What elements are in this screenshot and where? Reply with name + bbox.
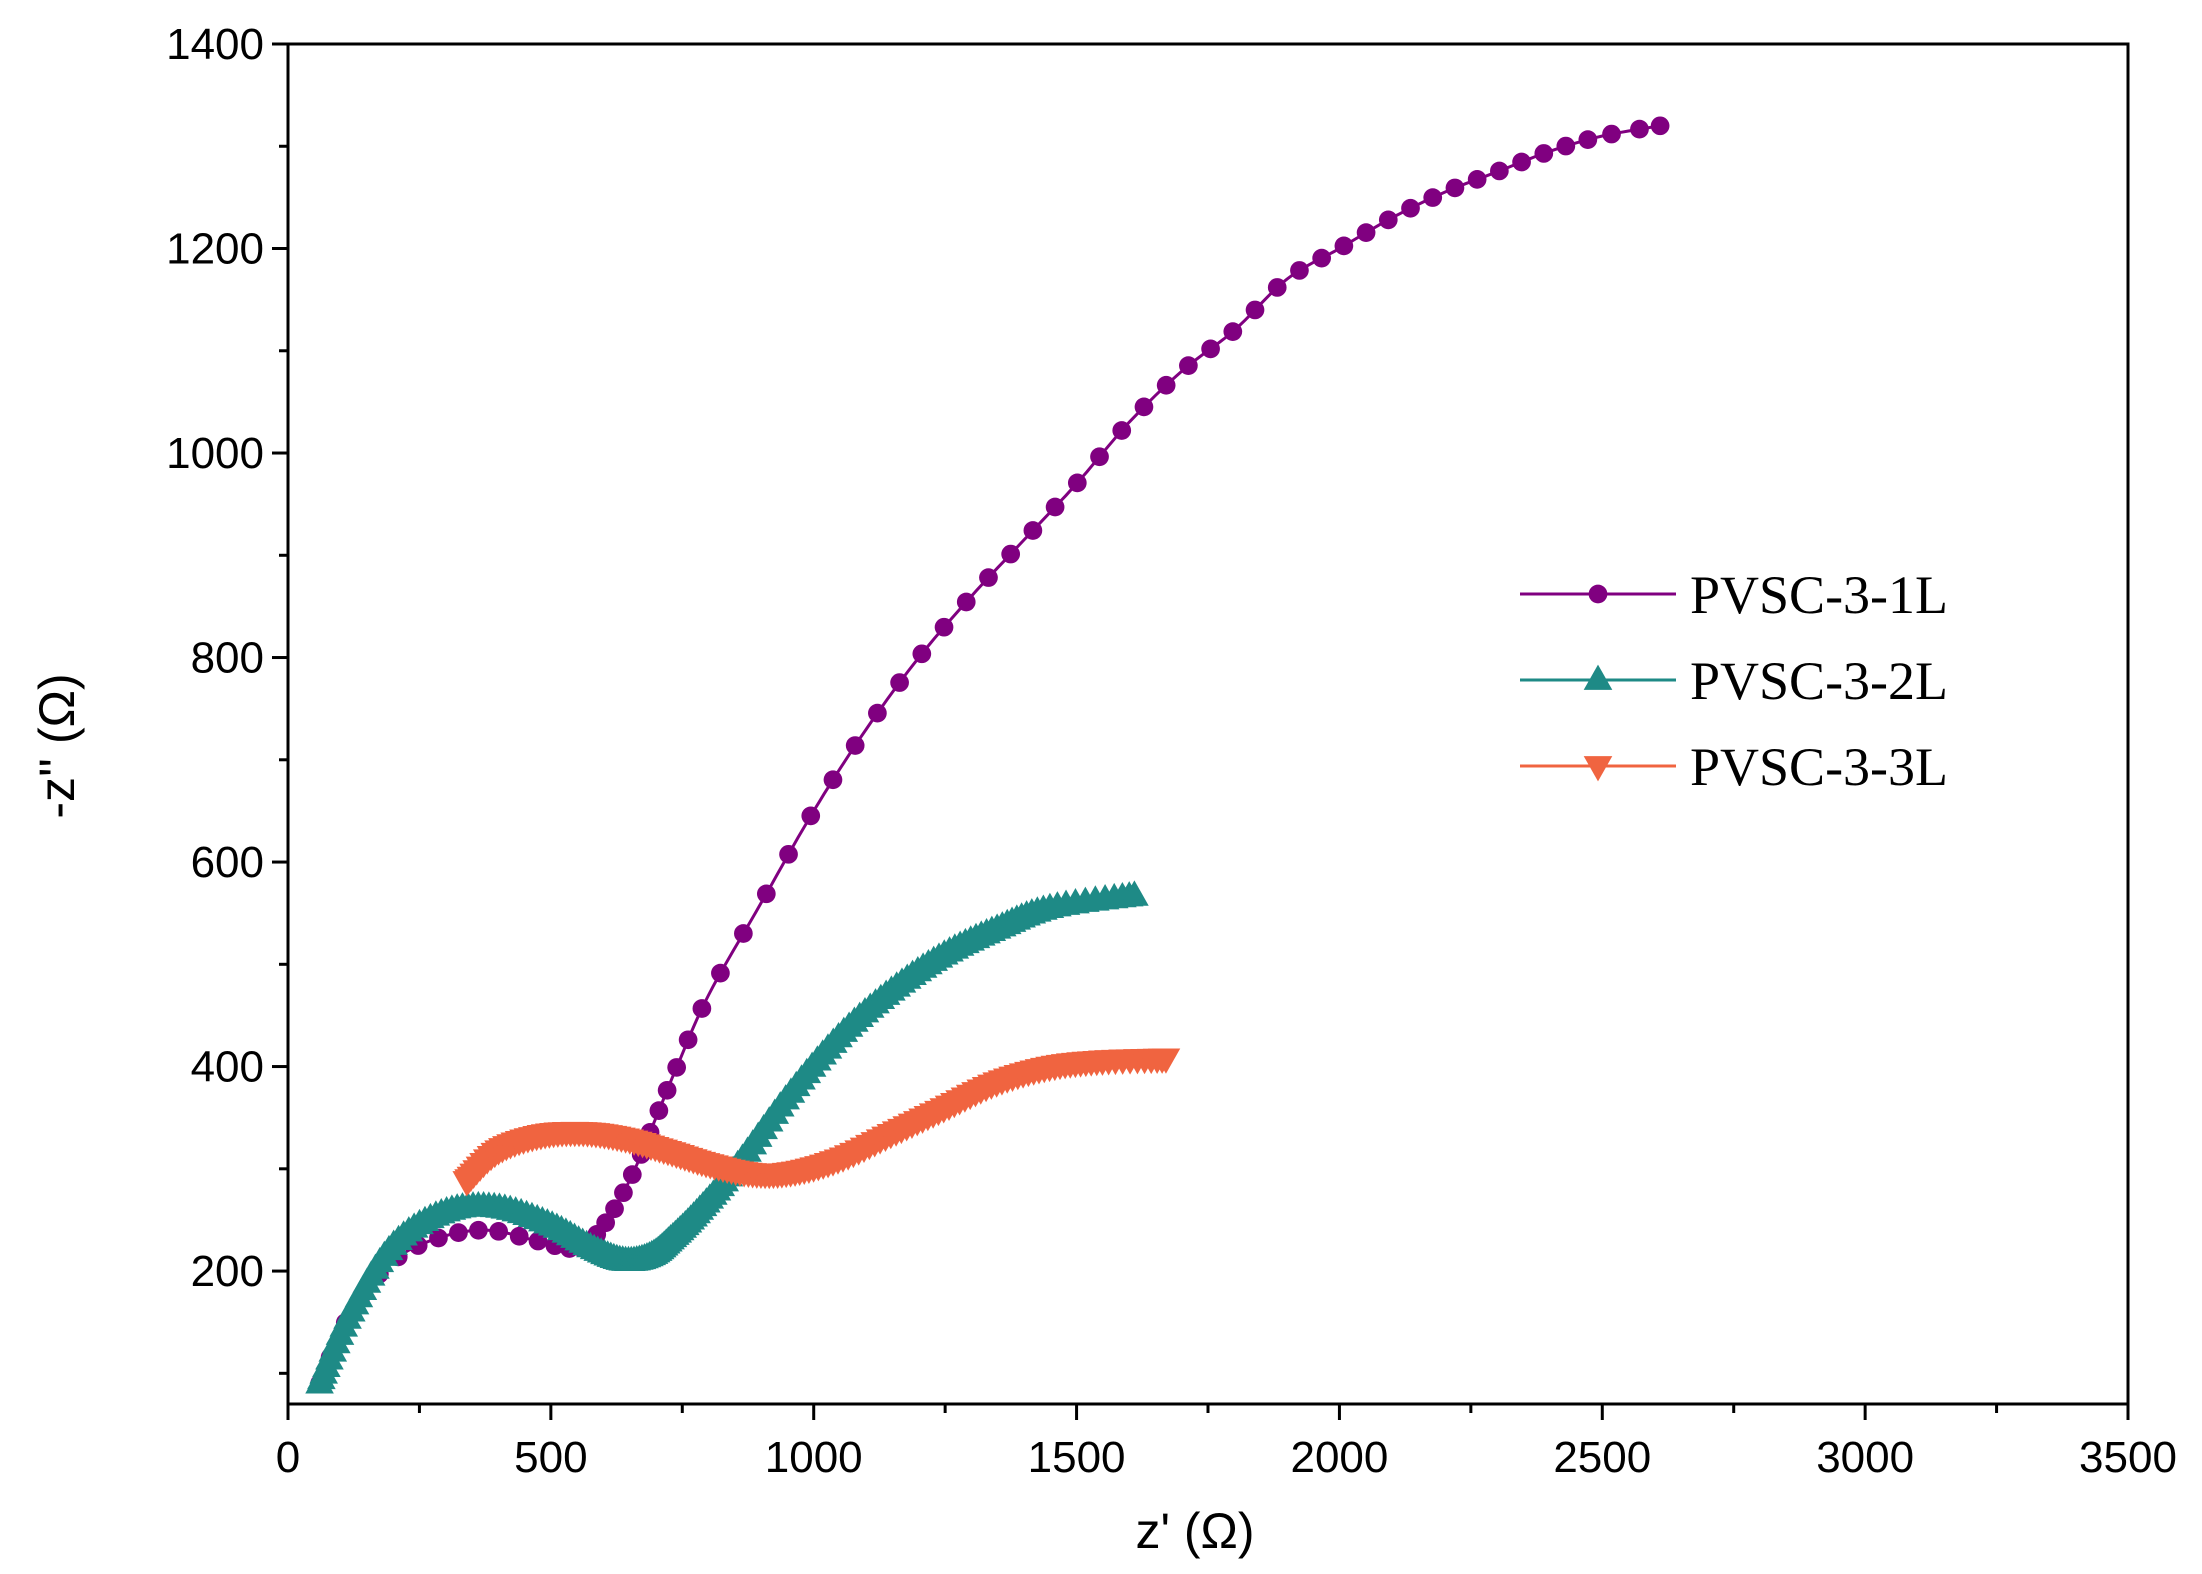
data-point [890, 673, 909, 692]
data-point [934, 617, 954, 637]
data-point [734, 924, 753, 943]
data-point [979, 568, 998, 587]
legend-label: PVSC-3-2L [1690, 651, 1948, 711]
y-axis-title: -z'' (Ω) [29, 673, 85, 818]
series-PVSC-3-3L [452, 1048, 1181, 1197]
data-point [649, 1101, 669, 1121]
series-PVSC-3-1L [310, 116, 1670, 1393]
x-tick-label: 2500 [1553, 1433, 1651, 1482]
data-point [1556, 136, 1576, 156]
legend-entry: PVSC-3-3L [1520, 737, 1948, 797]
data-point [1223, 322, 1243, 341]
y-tick-label: 600 [191, 838, 264, 887]
legend-marker [1583, 664, 1613, 690]
data-point [1045, 497, 1065, 517]
data-point [1356, 223, 1376, 242]
data-point [1267, 278, 1287, 297]
legend-label: PVSC-3-1L [1690, 565, 1948, 625]
legend-entry: PVSC-3-1L [1520, 565, 1948, 625]
data-point [801, 806, 821, 826]
data-point [596, 1213, 615, 1233]
data-point [657, 1080, 677, 1100]
data-point [711, 963, 730, 983]
data-point [1120, 880, 1149, 906]
y-tick-label: 1400 [166, 20, 264, 69]
legend-entry: PVSC-3-2L [1520, 651, 1948, 711]
data-point [509, 1226, 529, 1246]
data-point [1001, 544, 1021, 564]
data-point [1245, 300, 1265, 320]
data-point [1156, 375, 1176, 395]
data-point [449, 1223, 468, 1242]
axes: 0 500 1000 1500 2000 2500 3000 3500 200 400 600 800… [166, 20, 2177, 1482]
x-tick-label: 500 [514, 1433, 587, 1482]
data-point [1090, 447, 1109, 467]
data-point [489, 1221, 508, 1241]
y-tick-label: 1200 [166, 225, 264, 274]
plot-frame [286, 42, 2130, 1406]
data-point [956, 592, 976, 612]
data-point [605, 1199, 624, 1219]
series-line [318, 124, 1661, 1385]
data-point [1067, 473, 1087, 493]
data-point [528, 1231, 548, 1251]
series-PVSC-3-2L [305, 880, 1149, 1394]
plot-area [305, 116, 1670, 1394]
data-point [469, 1220, 488, 1240]
data-point [756, 884, 776, 904]
x-tick-label: 3000 [1816, 1433, 1914, 1482]
data-point [1490, 161, 1509, 181]
data-point [1423, 188, 1443, 207]
data-point [1334, 236, 1354, 256]
data-point [429, 1228, 448, 1248]
x-tick-label: 1000 [765, 1433, 863, 1482]
data-point [1602, 124, 1621, 144]
x-tick-label: 2000 [1290, 1433, 1388, 1482]
data-point [1151, 1048, 1181, 1074]
legend-marker [1583, 756, 1613, 782]
data-point [1312, 248, 1332, 268]
data-point [1290, 261, 1309, 280]
data-point [868, 703, 887, 723]
data-point [667, 1058, 687, 1077]
data-point [1630, 119, 1649, 139]
data-point [779, 844, 798, 864]
data-point [1134, 397, 1154, 417]
data-point [912, 644, 932, 664]
data-point [1578, 130, 1598, 149]
data-point [1445, 178, 1465, 198]
x-tick-label: 1500 [1028, 1433, 1126, 1482]
y-tick-label: 800 [191, 634, 264, 683]
legend: PVSC-3-1L PVSC-3-2L PVSC-3-3L [1520, 565, 1948, 797]
data-point [1650, 116, 1670, 136]
data-point [692, 999, 712, 1018]
y-tick-label: 200 [191, 1247, 264, 1296]
legend-label: PVSC-3-3L [1690, 737, 1948, 797]
data-point [845, 736, 865, 755]
y-tick-label: 400 [191, 1043, 264, 1092]
data-point [1023, 521, 1043, 540]
data-point [622, 1165, 642, 1184]
data-point [1401, 198, 1420, 218]
data-point [1112, 421, 1132, 440]
data-point [823, 770, 843, 790]
x-axis-title: z' (Ω) [1135, 1503, 1254, 1559]
legend-marker [1588, 584, 1608, 604]
data-point [1467, 170, 1487, 189]
x-tick-label: 0 [276, 1433, 300, 1482]
data-point [1201, 339, 1220, 359]
data-point [614, 1183, 633, 1203]
data-point [1378, 210, 1398, 230]
x-tick-label: 3500 [2079, 1433, 2177, 1482]
data-point [678, 1030, 698, 1050]
data-point [1179, 356, 1198, 375]
data-point [1512, 152, 1531, 172]
data-point [1534, 144, 1554, 163]
y-tick-label: 1000 [166, 429, 264, 478]
